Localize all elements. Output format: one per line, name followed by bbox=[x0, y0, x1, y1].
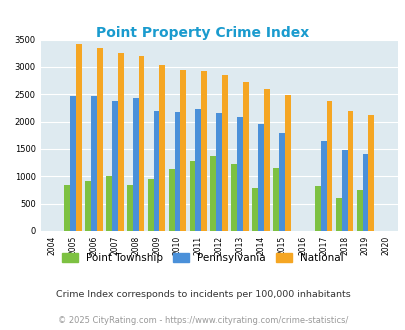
Bar bbox=[278, 133, 284, 231]
Bar bbox=[243, 82, 248, 231]
Bar bbox=[147, 179, 153, 231]
Bar bbox=[216, 113, 222, 231]
Bar bbox=[138, 56, 144, 231]
Bar bbox=[367, 115, 373, 231]
Bar bbox=[111, 101, 117, 231]
Text: © 2025 CityRating.com - https://www.cityrating.com/crime-statistics/: © 2025 CityRating.com - https://www.city… bbox=[58, 316, 347, 325]
Bar bbox=[237, 117, 243, 231]
Bar bbox=[106, 176, 111, 231]
Bar bbox=[159, 65, 165, 231]
Bar bbox=[222, 75, 228, 231]
Bar bbox=[347, 111, 352, 231]
Bar bbox=[273, 168, 278, 231]
Bar bbox=[91, 96, 96, 231]
Bar bbox=[201, 71, 207, 231]
Bar bbox=[263, 89, 269, 231]
Bar bbox=[326, 101, 332, 231]
Bar bbox=[210, 156, 216, 231]
Bar bbox=[195, 109, 201, 231]
Bar bbox=[258, 124, 263, 231]
Bar bbox=[341, 149, 347, 231]
Bar bbox=[96, 49, 102, 231]
Bar bbox=[335, 198, 341, 231]
Text: Crime Index corresponds to incidents per 100,000 inhabitants: Crime Index corresponds to incidents per… bbox=[55, 290, 350, 299]
Bar bbox=[132, 98, 138, 231]
Bar bbox=[314, 185, 320, 231]
Bar bbox=[174, 112, 180, 231]
Bar bbox=[252, 188, 258, 231]
Text: Point Property Crime Index: Point Property Crime Index bbox=[96, 26, 309, 40]
Bar bbox=[284, 95, 290, 231]
Bar bbox=[356, 190, 362, 231]
Bar bbox=[320, 141, 326, 231]
Bar bbox=[70, 96, 76, 231]
Bar bbox=[64, 184, 70, 231]
Bar bbox=[85, 181, 91, 231]
Bar bbox=[117, 53, 123, 231]
Bar bbox=[180, 70, 186, 231]
Bar bbox=[231, 164, 237, 231]
Bar bbox=[189, 161, 195, 231]
Legend: Point Township, Pennsylvania, National: Point Township, Pennsylvania, National bbox=[58, 249, 347, 267]
Bar bbox=[76, 44, 81, 231]
Bar bbox=[362, 154, 367, 231]
Bar bbox=[168, 169, 174, 231]
Bar bbox=[127, 184, 132, 231]
Bar bbox=[153, 111, 159, 231]
